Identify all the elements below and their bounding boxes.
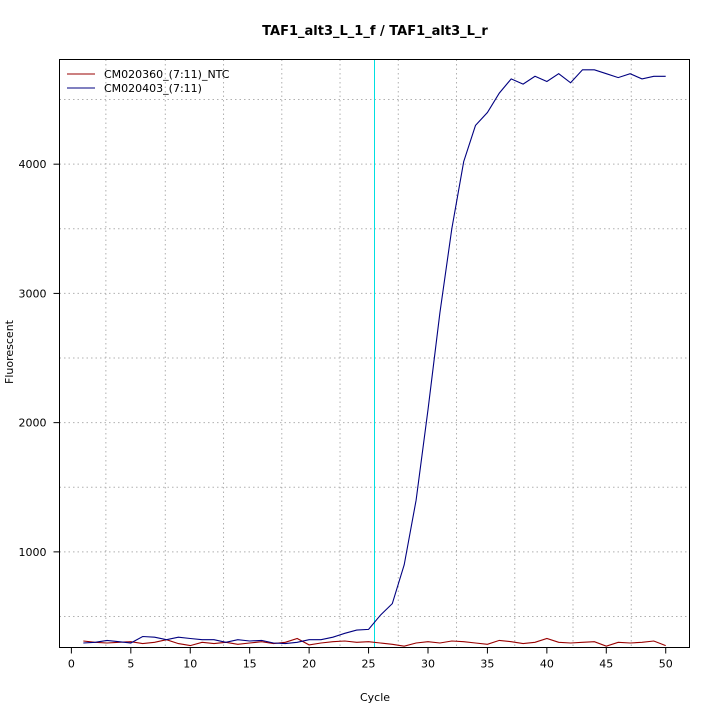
series-lines [83,69,666,647]
x-tick-label: 0 [68,658,75,671]
series-line-1 [83,69,666,645]
series-line-0 [83,637,666,647]
x-tick-label: 45 [599,658,613,671]
y-tick-label: 2000 [19,417,47,430]
x-axis: 0 5 10 15 20 25 30 35 40 45 50 [68,647,673,671]
x-tick-label: 25 [362,658,376,671]
x-tick-label: 20 [302,658,316,671]
x-tick-label: 40 [540,658,554,671]
chart-title: TAF1_alt3_L_1_f / TAF1_alt3_L_r [262,24,488,39]
x-tick-label: 5 [127,658,134,671]
y-axis: 1000 2000 3000 4000 [19,158,60,559]
legend-label-1: CM020403_(7:11) [104,82,202,95]
x-tick-label: 30 [421,658,435,671]
x-tick-label: 10 [183,658,197,671]
x-tick-label: 15 [243,658,257,671]
x-tick-label: 35 [480,658,494,671]
plot-frame [59,59,690,648]
legend-label-0: CM020360_(7:11)_NTC [104,68,230,81]
y-tick-label: 3000 [19,287,47,300]
x-tick-label: 50 [659,658,673,671]
y-tick-label: 4000 [19,158,47,171]
y-axis-label: Fluorescent [3,319,16,384]
x-axis-label: Cycle [360,691,390,704]
y-tick-label: 1000 [19,546,47,559]
